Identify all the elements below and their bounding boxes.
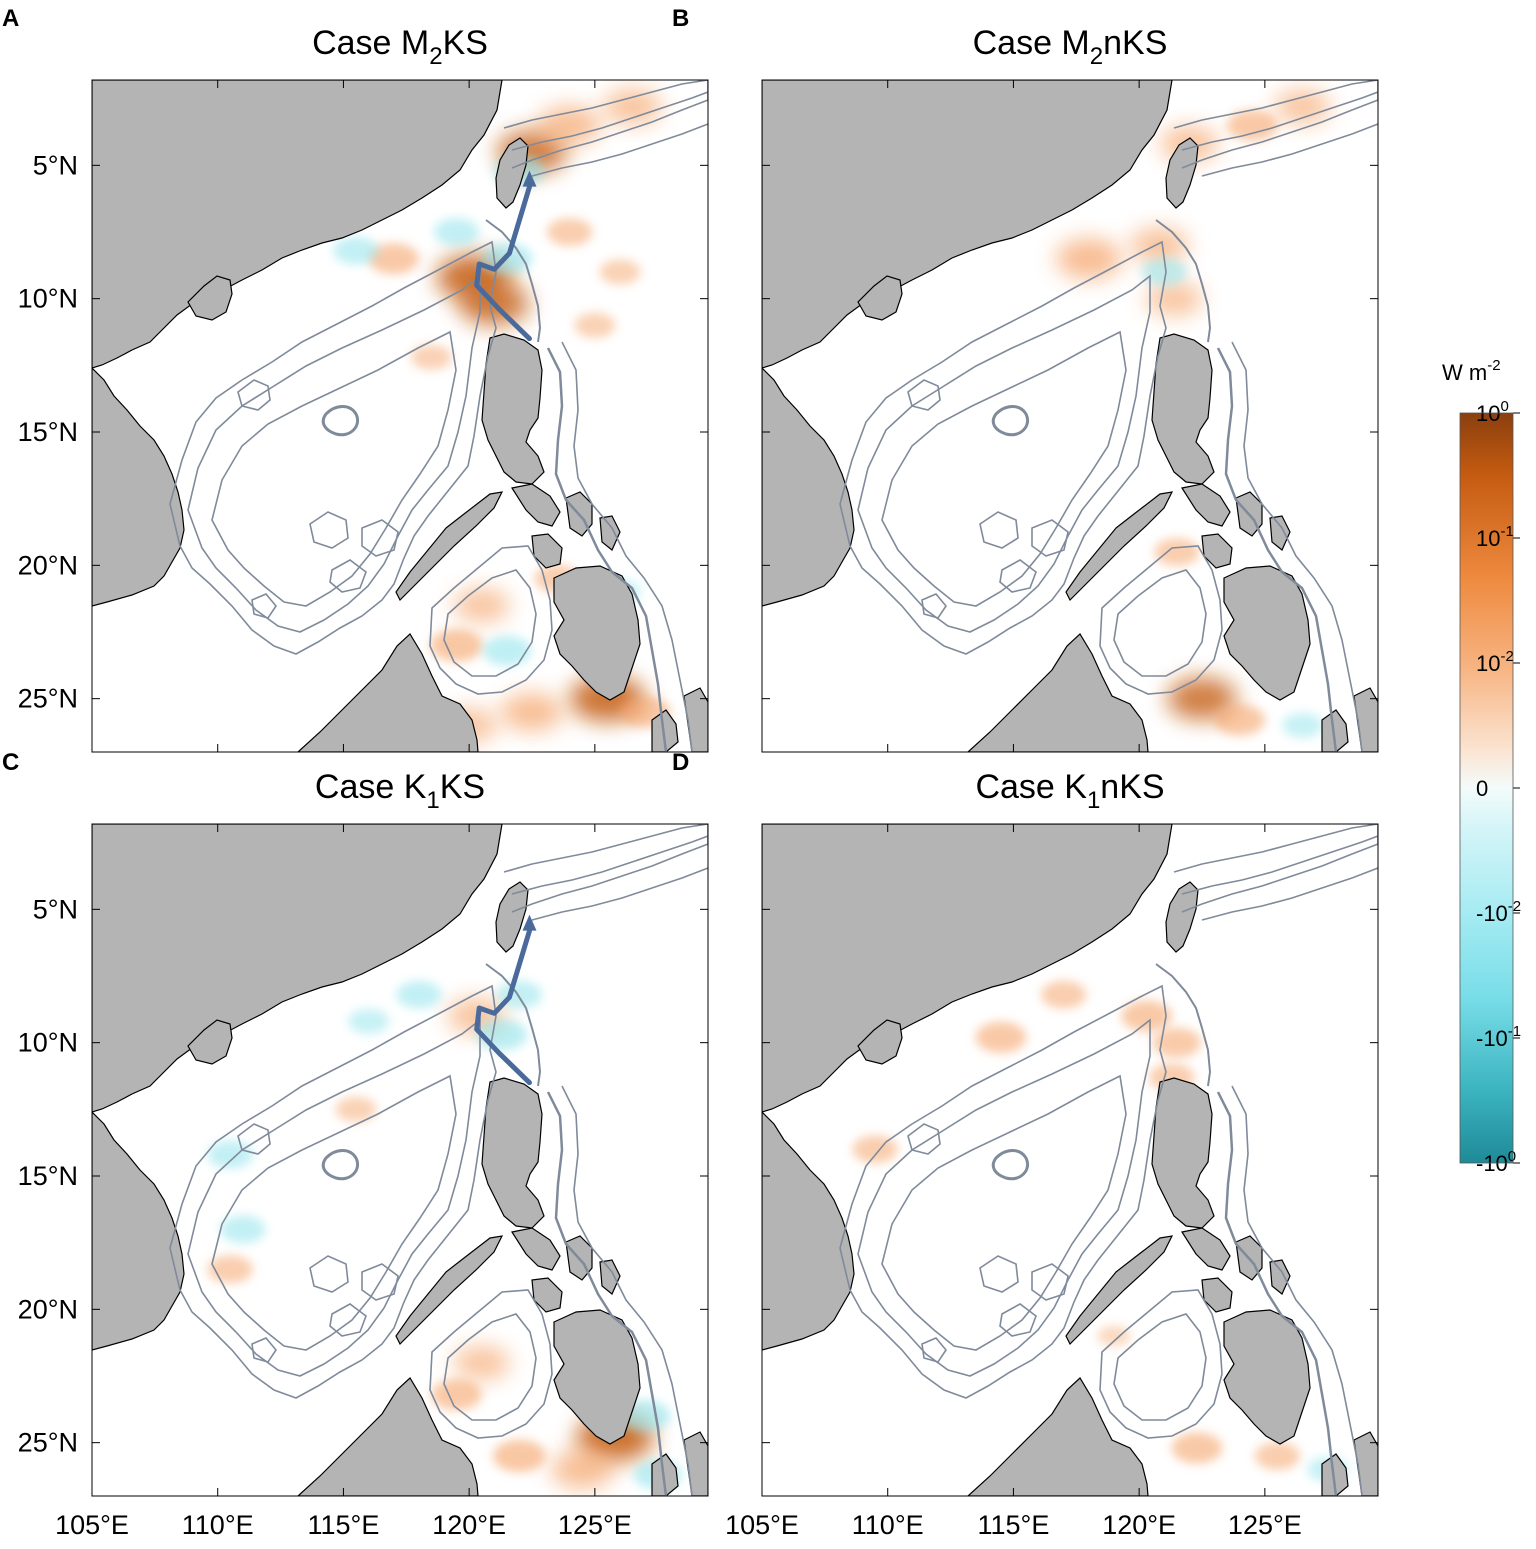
colorbar-tick-label: 0 xyxy=(1476,776,1488,801)
longitude-tick-label: 110°E xyxy=(852,1510,924,1540)
longitude-tick-label: 105°E xyxy=(55,1510,129,1540)
colorbar-tick-label: -10-1 xyxy=(1476,1023,1521,1051)
negative-conversion-patch xyxy=(1141,258,1187,286)
positive-conversion-patch xyxy=(1152,1027,1202,1058)
map-frame xyxy=(761,79,1379,753)
negative-conversion-patch xyxy=(396,980,442,1009)
positive-conversion-patch xyxy=(1121,1000,1173,1032)
positive-conversion-patch xyxy=(1097,1325,1131,1347)
positive-conversion-patch xyxy=(1274,89,1331,124)
positive-conversion-patch xyxy=(599,259,641,285)
positive-conversion-patch xyxy=(500,692,564,732)
longitude-tick-label: 110°E xyxy=(182,1510,254,1540)
colorbar-unit: W m-2 xyxy=(1442,357,1501,385)
colorbar: W m-2 100 10-1 10-2 0 -10-2 -10-1 -100 xyxy=(1442,357,1521,1176)
latitude-tick-label: 5°N xyxy=(33,894,78,924)
colorbar-tick-label: 100 xyxy=(1476,398,1509,426)
colorbar-tick-label: -10-2 xyxy=(1476,898,1521,926)
positive-conversion-patch xyxy=(1130,227,1189,264)
positive-conversion-patch xyxy=(547,218,593,246)
panel-title: Case K1KS xyxy=(315,768,485,814)
positive-conversion-patch xyxy=(975,1021,1027,1053)
positive-conversion-patch xyxy=(368,243,420,275)
panel-letter: D xyxy=(672,749,689,776)
longitude-tick-label: 125°E xyxy=(1228,1510,1302,1540)
positive-conversion-patch xyxy=(1146,281,1203,316)
map-frame xyxy=(91,823,709,1497)
map-frame xyxy=(761,823,1379,1497)
latitude-tick-label: 20°N xyxy=(18,550,78,580)
positive-conversion-patch xyxy=(852,1135,898,1164)
negative-conversion-patch xyxy=(220,1215,266,1244)
panel-title: Case M2nKS xyxy=(973,24,1168,70)
negative-conversion-patch xyxy=(348,1008,390,1034)
energy-field xyxy=(1056,89,1331,738)
latitude-tick-label: 15°N xyxy=(18,1161,78,1191)
positive-conversion-patch xyxy=(335,1096,377,1122)
positive-conversion-patch xyxy=(574,312,616,338)
positive-conversion-patch xyxy=(1226,109,1278,141)
map-frame xyxy=(91,79,709,753)
positive-conversion-patch xyxy=(1171,1432,1223,1464)
kuroshio-path-arrow xyxy=(474,914,537,1086)
longitude-tick-label: 105°E xyxy=(725,1510,799,1540)
negative-conversion-patch xyxy=(333,236,379,265)
latitude-tick-label: 10°N xyxy=(18,284,78,314)
positive-conversion-patch xyxy=(431,1379,482,1411)
positive-conversion-patch xyxy=(430,629,483,662)
latitude-tick-label: 25°N xyxy=(18,1428,78,1458)
panel-letter: A xyxy=(2,5,19,32)
map-panel-a: A Case M2KS 25°N 20°N 15°N 10°N 5°N xyxy=(2,5,709,753)
negative-conversion-patch xyxy=(433,218,480,246)
positive-conversion-patch xyxy=(1154,538,1200,566)
latitude-tick-label: 10°N xyxy=(18,1028,78,1058)
positive-conversion-patch xyxy=(1056,238,1122,279)
positive-conversion-patch xyxy=(550,1450,614,1489)
positive-conversion-patch xyxy=(1214,704,1266,736)
map-panel-d: D Case K1nKS 105°E 110°E 115°E 120°E 125°E xyxy=(672,749,1379,1540)
latitude-tick-label: 25°N xyxy=(18,684,78,714)
longitude-tick-label: 120°E xyxy=(1102,1510,1176,1540)
latitude-tick-label: 15°N xyxy=(18,417,78,447)
panel-letter: B xyxy=(672,5,689,32)
colorbar-tick-label: 10-1 xyxy=(1476,523,1514,551)
kuroshio-path-arrow xyxy=(474,170,537,342)
positive-conversion-patch xyxy=(453,588,510,623)
colorbar-tick-label: 10-2 xyxy=(1476,648,1514,676)
map-panel-b: B Case M2nKS xyxy=(672,5,1379,753)
positive-conversion-patch xyxy=(603,88,662,125)
colorbar-gradient xyxy=(1460,413,1513,1163)
latitude-tick-label: 20°N xyxy=(18,1294,78,1324)
negative-conversion-patch xyxy=(482,635,532,666)
positive-conversion-patch xyxy=(1041,980,1087,1009)
positive-conversion-patch xyxy=(1166,677,1238,721)
panel-title: Case M2KS xyxy=(312,24,488,70)
positive-conversion-patch xyxy=(493,1439,546,1473)
positive-conversion-patch xyxy=(410,344,452,370)
colorbar-tick-label: -100 xyxy=(1476,1148,1516,1176)
panel-letter: C xyxy=(2,749,19,776)
longitude-tick-label: 120°E xyxy=(432,1510,506,1540)
positive-conversion-patch xyxy=(453,1345,510,1380)
longitude-tick-label: 115°E xyxy=(977,1510,1049,1540)
panel-title: Case K1nKS xyxy=(975,768,1164,814)
negative-conversion-patch xyxy=(1282,712,1324,738)
latitude-tick-label: 5°N xyxy=(33,150,78,180)
longitude-tick-label: 125°E xyxy=(558,1510,632,1540)
map-panel-c: C Case K1KS 25°N 20°N 15°N 10°N 5°N 105°E 110°E 1… xyxy=(2,749,709,1540)
positive-conversion-patch xyxy=(1254,1442,1301,1470)
longitude-tick-label: 115°E xyxy=(307,1510,379,1540)
